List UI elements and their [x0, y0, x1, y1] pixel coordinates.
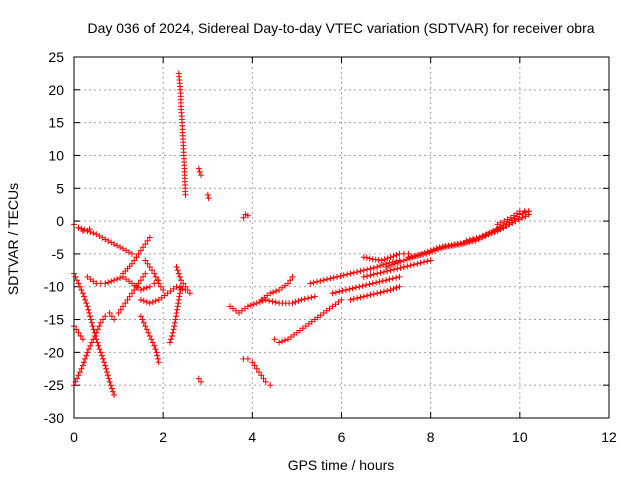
data-point-markers: [240, 355, 274, 389]
y-axis-label: SDTVAR / TECUs: [5, 183, 21, 295]
series-track-h: [115, 270, 149, 316]
series-track-v: [271, 296, 345, 346]
data-point-markers: [173, 264, 191, 293]
y-tick-label: 20: [48, 82, 64, 98]
data-point-markers: [329, 273, 403, 297]
y-tick-label: 0: [56, 213, 64, 229]
y-tick-labels: -30 -25 -20 -15 -10 -5 0 5 10 15 20 25: [44, 49, 64, 426]
data-point-markers: [120, 234, 153, 277]
y-tick-label: 25: [48, 49, 64, 65]
series-track-j: [142, 257, 167, 293]
data-point-markers: [204, 191, 212, 202]
data-point-markers: [137, 313, 162, 366]
series-track-n: [175, 70, 189, 198]
data-point-markers: [115, 270, 149, 316]
grid-lines: [74, 57, 609, 418]
data-points: [71, 70, 532, 398]
series-track-o: [195, 165, 205, 179]
series-track-aa: [360, 257, 434, 280]
series-track-y: [360, 250, 412, 264]
data-point-markers: [75, 224, 140, 261]
y-tick-label: -20: [44, 344, 64, 360]
data-point-markers: [227, 293, 318, 316]
x-tick-label: 10: [512, 429, 528, 445]
plot-frame: [73, 56, 610, 419]
x-tick-label: 8: [427, 429, 435, 445]
series-track-e: [84, 273, 162, 293]
data-point-markers: [175, 70, 189, 198]
x-tick-label: 2: [159, 429, 167, 445]
y-tick-label: -25: [44, 377, 64, 393]
series-track-z: [347, 283, 403, 303]
y-tick-label: -5: [52, 246, 65, 262]
series-track-r: [240, 211, 251, 221]
y-tick-label: -10: [44, 279, 64, 295]
data-point-markers: [360, 250, 412, 264]
series-track-x: [329, 273, 403, 297]
series-track-m: [173, 264, 191, 293]
chart-title: Day 036 of 2024, Sidereal Day-to-day VTE…: [87, 20, 594, 36]
x-tick-labels: 0 2 4 6 8 10 12: [70, 429, 617, 445]
series-track-c: [120, 234, 153, 277]
y-tick-label: -15: [44, 312, 64, 328]
data-point-markers: [463, 208, 532, 244]
data-point-markers: [166, 283, 184, 346]
series-track-p: [204, 191, 212, 202]
series-track-t: [258, 273, 296, 303]
data-point-markers: [240, 211, 251, 221]
data-point-markers: [84, 273, 162, 293]
x-tick-label: 12: [601, 429, 617, 445]
data-point-markers: [195, 165, 205, 179]
y-tick-label: 15: [48, 115, 64, 131]
y-tick-label: 5: [56, 180, 64, 196]
data-point-markers: [360, 257, 434, 280]
y-tick-label: 10: [48, 147, 64, 163]
series-track-i: [137, 313, 162, 366]
series-track-u: [240, 355, 274, 389]
series-track-q: [195, 375, 205, 385]
y-tick-label: -30: [44, 410, 64, 426]
series-track-s: [227, 293, 318, 316]
series-track-l: [166, 283, 184, 346]
x-tick-label: 0: [70, 429, 78, 445]
data-point-markers: [494, 208, 532, 228]
series-track-b: [75, 224, 140, 261]
data-point-markers: [195, 375, 205, 385]
x-axis-label: GPS time / hours: [288, 457, 395, 473]
data-point-markers: [347, 283, 403, 303]
data-point-markers: [271, 296, 345, 346]
data-point-markers: [258, 273, 296, 303]
series-track-ad: [463, 208, 532, 244]
x-tick-label: 6: [338, 429, 346, 445]
series-track-ae: [494, 208, 532, 228]
x-tick-label: 4: [248, 429, 256, 445]
data-point-markers: [142, 257, 167, 293]
